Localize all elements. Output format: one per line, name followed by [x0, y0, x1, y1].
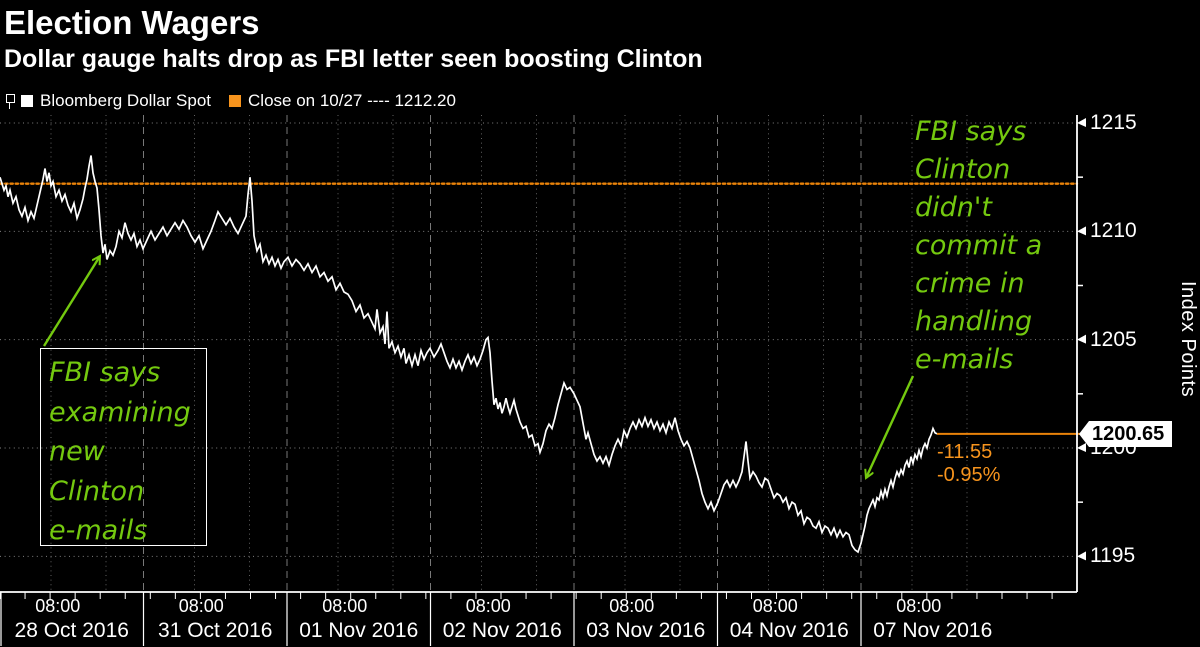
session-date-label: 07 Nov 2016	[873, 619, 993, 642]
y-axis-title: Index Points	[1177, 281, 1199, 398]
x-axis-session-label: 08:00 04 Nov 2016	[718, 593, 862, 647]
legend-series-label: Bloomberg Dollar Spot	[40, 91, 212, 110]
session-time-label: 08:00	[896, 596, 942, 616]
pct-change-label: -0.95%	[937, 464, 1001, 486]
session-date-label: 31 Oct 2016	[158, 619, 273, 642]
x-axis-labels: 08:00 28 Oct 2016 08:00 31 Oct 2016 08:00 01 …	[0, 593, 1200, 647]
net-change-label: -11.55	[937, 441, 993, 463]
legend: Bloomberg Dollar Spot Close on 10/27 ---…	[6, 91, 474, 111]
chart-title: Election Wagers	[4, 4, 260, 41]
x-axis-session-label: 08:00 01 Nov 2016	[287, 593, 431, 647]
session-date-label: 02 Nov 2016	[442, 619, 562, 642]
session-date-label: 28 Oct 2016	[14, 619, 129, 642]
session-date-label: 01 Nov 2016	[299, 619, 419, 642]
session-time-label: 08:00	[322, 596, 368, 616]
x-axis-session-label: 08:00 31 Oct 2016	[144, 593, 288, 647]
session-time-label: 08:00	[609, 596, 655, 616]
x-axis-session-label: 08:00 03 Nov 2016	[574, 593, 718, 647]
close-line-swatch-orange	[229, 95, 242, 107]
annotation-fbi-examining: FBI says examining new Clinton e-mails	[40, 348, 207, 546]
legend-close-label: Close on 10/27 ---- 1212.20	[248, 91, 456, 110]
session-date-label: 03 Nov 2016	[586, 619, 706, 642]
session-date-label: 04 Nov 2016	[729, 619, 849, 642]
session-time-label: 08:00	[178, 596, 224, 616]
session-time-label: 08:00	[752, 596, 798, 616]
session-time-label: 08:00	[35, 596, 81, 616]
x-axis-session-label: 08:00 02 Nov 2016	[431, 593, 575, 647]
session-time-label: 08:00	[465, 596, 511, 616]
panel-flag-icon	[6, 93, 15, 109]
last-price-badge: 1200.65	[1079, 421, 1172, 447]
x-axis-session-label: 08:00 28 Oct 2016	[0, 593, 144, 647]
series-swatch-white	[21, 95, 33, 107]
y-tick-label: 1195	[1090, 544, 1136, 568]
chart-subtitle: Dollar gauge halts drop as FBI letter se…	[4, 45, 703, 73]
y-tick-label: 1210	[1090, 219, 1137, 243]
y-tick-label: 1205	[1090, 327, 1137, 351]
y-tick-label: 1215	[1090, 111, 1137, 134]
x-axis-session-label: 08:00 07 Nov 2016	[861, 593, 1005, 647]
annotation-fbi-no-crime: FBI says Clinton didn't commit a crime i…	[915, 116, 1043, 375]
